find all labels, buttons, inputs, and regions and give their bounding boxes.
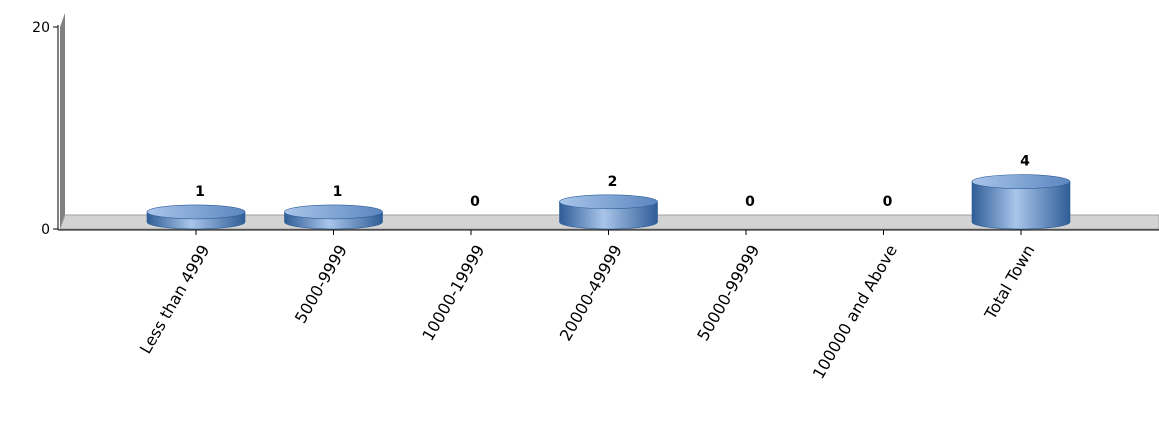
data-label: 0 bbox=[470, 194, 480, 210]
y-tick-label: 20 bbox=[32, 20, 50, 36]
data-label: 0 bbox=[883, 194, 893, 210]
labels-layer: 1 Less than 4999 1 5000-9999 0 10000-19999 2 20… bbox=[136, 154, 1039, 383]
bar-body bbox=[971, 181, 1071, 230]
bar bbox=[559, 194, 658, 230]
bars-layer bbox=[146, 174, 1071, 230]
x-tick-label: 10000-19999 bbox=[418, 242, 488, 345]
bar bbox=[146, 204, 246, 230]
bar-body bbox=[559, 201, 658, 230]
data-label: 2 bbox=[608, 174, 618, 190]
y-tick-label: 0 bbox=[41, 222, 50, 238]
x-tick-label: Less than 4999 bbox=[136, 242, 214, 358]
x-tick-label: 20000-49999 bbox=[556, 242, 626, 345]
bar-cap bbox=[559, 194, 658, 210]
x-tick-label: 5000-9999 bbox=[291, 242, 351, 327]
bar-cap bbox=[146, 204, 246, 220]
bar bbox=[971, 174, 1071, 230]
data-label: 4 bbox=[1020, 154, 1030, 170]
data-label: 0 bbox=[745, 194, 755, 210]
bar-cap bbox=[971, 174, 1071, 189]
bar-cap bbox=[284, 204, 383, 220]
data-label: 1 bbox=[195, 184, 205, 200]
data-label: 1 bbox=[333, 184, 343, 200]
x-tick-label: 50000-99999 bbox=[693, 242, 763, 345]
bar bbox=[284, 204, 383, 230]
x-tick-label: 100000 and Above bbox=[809, 242, 901, 383]
x-tick-label: Total Town bbox=[980, 242, 1038, 324]
side-wall bbox=[60, 13, 65, 229]
